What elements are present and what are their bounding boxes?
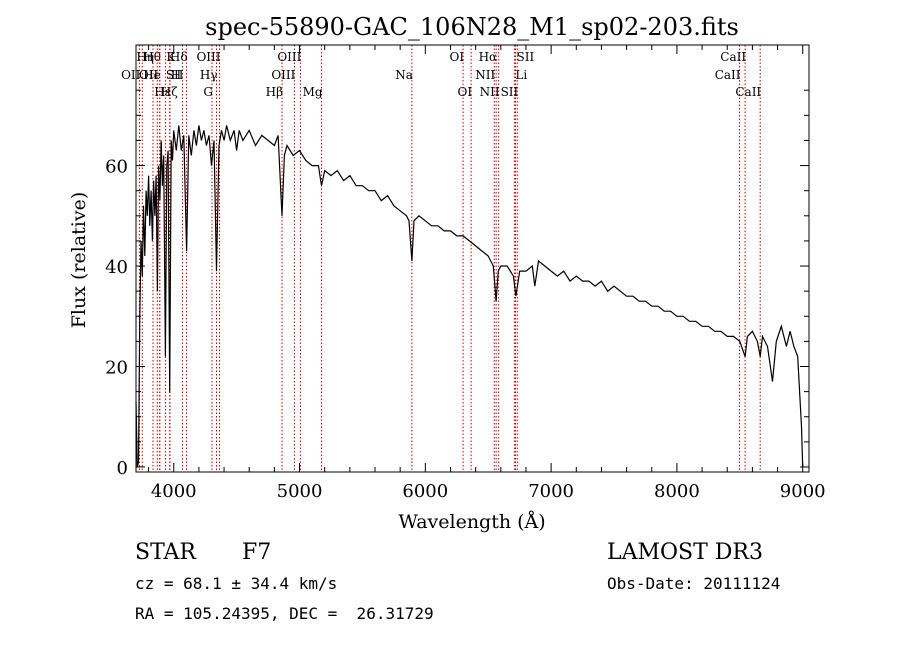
- line-label: SII: [501, 85, 519, 99]
- line-label: SII: [517, 50, 535, 64]
- plot-frame: [135, 44, 810, 473]
- line-label: OIII: [271, 68, 295, 82]
- axis-ticks: 4000 5000 6000 7000 8000 9000 0 20 40 60: [105, 45, 826, 502]
- y-tick-label: 40: [105, 257, 128, 278]
- y-axis-label: Flux (relative): [68, 192, 90, 329]
- x-tick-label: 8000: [654, 481, 700, 502]
- line-label: Hη: [136, 50, 154, 64]
- y-tick-label: 0: [117, 458, 128, 479]
- line-label: OIII: [196, 50, 220, 64]
- x-tick-label: 7000: [528, 481, 574, 502]
- line-label: Hα: [479, 50, 498, 64]
- line-label: He: [143, 68, 161, 82]
- line-label: CaII: [715, 68, 741, 82]
- observation-date: Obs-Date: 20111124: [607, 574, 781, 593]
- line-label: Hγ: [200, 68, 218, 82]
- line-label: Na: [395, 68, 413, 82]
- chart-title: spec-55890-GAC_106N28_M1_sp02-203.fits: [205, 13, 739, 41]
- line-label: Hδ: [170, 50, 188, 64]
- x-tick-label: 9000: [780, 481, 826, 502]
- line-label: CaII: [720, 50, 746, 64]
- line-label: Li: [515, 68, 527, 82]
- object-subclass: F7: [242, 540, 272, 565]
- x-tick-label: 6000: [402, 481, 448, 502]
- line-label: H: [171, 68, 181, 82]
- line-label: OII: [139, 68, 159, 82]
- survey-name: LAMOST DR3: [607, 540, 763, 565]
- line-label: Mg: [303, 85, 323, 99]
- line-label: CaII: [735, 85, 761, 99]
- object-class: STAR: [135, 540, 196, 565]
- y-tick-label: 20: [105, 358, 128, 379]
- line-label: Hβ: [266, 85, 283, 99]
- redshift-cz: cz = 68.1 ± 34.4 km/s: [135, 574, 338, 593]
- line-label: Hε: [154, 85, 171, 99]
- coordinates: RA = 105.24395, DEC = 26.31729: [135, 604, 434, 623]
- x-axis-label: Wavelength (Å): [398, 511, 545, 533]
- line-label: K: [166, 50, 176, 64]
- line-label: NII: [475, 68, 495, 82]
- y-tick-label: 60: [105, 157, 128, 178]
- line-label: OII: [121, 68, 141, 82]
- x-tick-label: 5000: [277, 481, 323, 502]
- line-label: SII: [166, 68, 184, 82]
- flux-series-line: [135, 125, 804, 468]
- line-label: Hθ: [143, 50, 161, 64]
- line-label: OI: [449, 50, 464, 64]
- x-tick-label: 4000: [151, 481, 197, 502]
- line-label: NII: [480, 85, 500, 99]
- line-label: OI: [458, 85, 473, 99]
- line-label: OIII: [277, 50, 301, 64]
- line-label: G: [203, 85, 213, 99]
